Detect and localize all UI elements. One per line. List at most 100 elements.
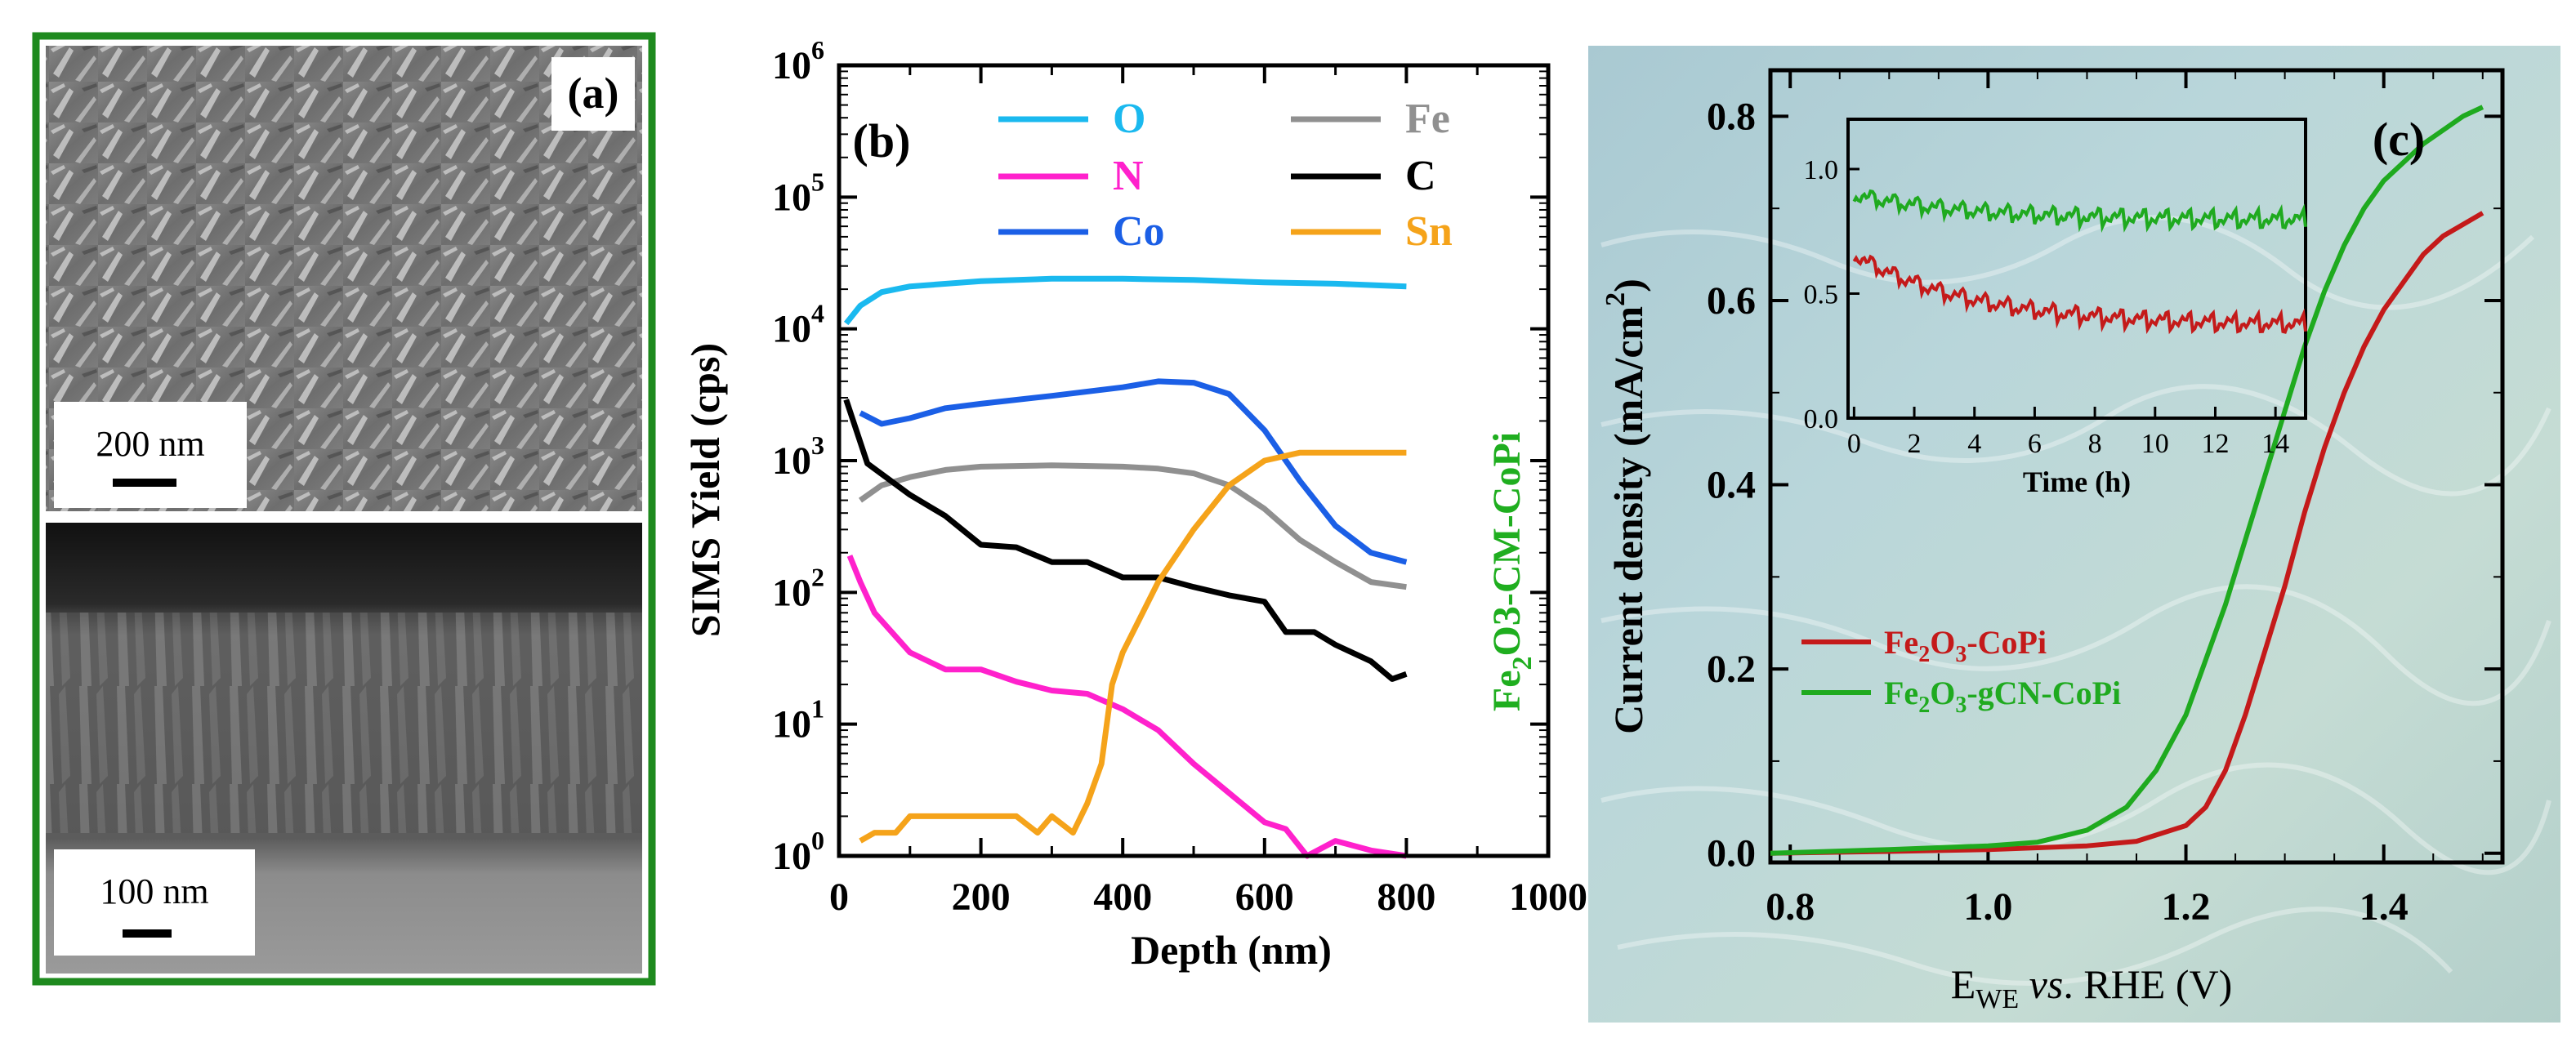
series-line-c <box>843 399 1408 682</box>
series-line-fe <box>858 462 1407 590</box>
legend-sub: 2 <box>1918 693 1930 718</box>
panel-c-xlabel: EWE vs. RHE (V) <box>1951 961 2232 1014</box>
legend-label-sn: Sn <box>1405 208 1453 255</box>
panel-a-label-box <box>551 57 635 131</box>
panel-b-ytick-exp: 5 <box>811 167 824 196</box>
panel-b-ytick-label: 101 <box>772 694 824 746</box>
inset-xtick-label: 10 <box>2141 429 2169 459</box>
legend-label-fe: Fe <box>1405 96 1450 142</box>
panel-c-legend-label: Fe2O3-gCN-CoPi <box>1884 675 2121 718</box>
scalebar-box-top <box>54 402 247 508</box>
panel-c-xlabel-vs: vs <box>2029 961 2064 1007</box>
legend-part: Fe <box>1884 624 1918 661</box>
inset-series-copi <box>1852 254 2307 335</box>
inset-xtick-label: 0 <box>1847 429 1861 459</box>
panel-b-ytick-exp: 1 <box>811 694 824 724</box>
panel-c-xlabel-sub: WE <box>1976 984 2019 1014</box>
sem-cross-section-columns <box>46 613 642 833</box>
panel-c-xtick-label: 0.8 <box>1766 885 1815 929</box>
inset-ytick-label: 1.0 <box>1804 155 1839 185</box>
panel-b-xtick-label: 800 <box>1377 876 1435 919</box>
series-line-co <box>859 378 1408 565</box>
panel-b-label: (b) <box>853 114 911 167</box>
inset-xtick-label: 8 <box>2088 429 2102 459</box>
legend-part: O <box>1930 675 1955 711</box>
sample-label-sub: 2 <box>1507 656 1538 670</box>
panel-b-ytick-label: 100 <box>772 826 824 878</box>
panel-c-xtick-label: 1.4 <box>2359 885 2409 929</box>
panel-b-ytick-label: 102 <box>772 562 824 614</box>
panel-c: 0.8 1.0 1.2 1.40.00.20.40.60.8 0 2 4 6 8 10 12 140… <box>1588 46 2560 1023</box>
legend-sub: 2 <box>1918 642 1930 667</box>
panel-c-ytick-label: 0.2 <box>1707 648 1756 691</box>
legend-part: -gCN-CoPi <box>1967 675 2121 711</box>
panel-c-xlabel-gap <box>2019 961 2029 1007</box>
water-ripples <box>1601 215 2551 986</box>
inset-xtick-label: 12 <box>2201 429 2229 459</box>
inset-ytick-label: 0.5 <box>1804 280 1839 310</box>
inset-xtick-label: 2 <box>1908 429 1922 459</box>
panel-c-ytick-label: 0.6 <box>1707 279 1756 323</box>
legend-label-o: O <box>1113 96 1145 142</box>
legend-label-c: C <box>1405 153 1436 199</box>
legend-label-co: Co <box>1113 208 1165 255</box>
panel-c-ylabel-sup: 2 <box>1601 292 1631 306</box>
panel-b-ytick-label: 103 <box>772 430 824 483</box>
panel-c-series-fe2o3-copi <box>1770 211 2484 856</box>
panel-c-xtick-label: 1.2 <box>2162 885 2211 929</box>
sample-label-part2: O3-CM-CoPi <box>1485 432 1529 657</box>
scalebar-label-bottom: 100 nm <box>100 871 208 911</box>
inset-ytick-label: 0.0 <box>1804 404 1839 434</box>
panel-c-ytick-label: 0.0 <box>1707 832 1756 876</box>
legend-part: Fe <box>1884 675 1918 711</box>
panel-b-xlabel: Depth (nm) <box>1131 927 1332 973</box>
panel-b-ytick-exp: 0 <box>811 826 824 855</box>
panel-a-label: (a) <box>568 69 619 118</box>
sample-label-part1: Fe <box>1485 670 1529 711</box>
panel-b-ytick-exp: 3 <box>811 430 824 460</box>
scalebar-label-top: 200 nm <box>96 424 204 464</box>
panel-b-ytick-base: 10 <box>772 571 811 614</box>
panel-b-ylabel: SIMS Yield (cps) <box>682 343 728 637</box>
legend-label-n: N <box>1113 153 1144 199</box>
panel-b-ytick-label: 105 <box>772 167 824 219</box>
panel-b-ytick-label: 106 <box>772 35 824 87</box>
water-background-image <box>1588 46 2560 1023</box>
panel-c-ylabel: Current density (mA/cm2) <box>1601 278 1651 734</box>
panel-b-xtick-label: 0 <box>829 876 849 919</box>
panel-b-ytick-base: 10 <box>772 44 811 87</box>
panel-c-xlabel-rest: . RHE (V) <box>2063 961 2232 1007</box>
legend-sub: 3 <box>1955 693 1967 718</box>
panel-b-ytick-base: 10 <box>772 308 811 351</box>
panel-c-label: (c) <box>2373 113 2425 166</box>
series-line-sn <box>859 449 1407 844</box>
panel-c-inset: 0 2 4 6 8 10 12 14 0.0 0.5 1.0 Time (h) <box>1804 118 2307 498</box>
panel-b-ytick-exp: 4 <box>811 299 824 328</box>
panel-b-xtick-label: 1000 <box>1509 876 1587 919</box>
panel-b-ytick-base: 10 <box>772 703 811 746</box>
panel-c-legend-label: Fe2O3-CoPi <box>1884 624 2047 667</box>
panel-b-ytick-label: 104 <box>772 299 824 351</box>
panel-b-series <box>843 275 1408 859</box>
panel-b-ytick-base: 10 <box>772 835 811 878</box>
panel-c-series-fe2o3-gcn-copi <box>1770 105 2484 856</box>
panel-a: (a) 200 nm 100 nm <box>32 32 656 986</box>
scalebar-box-bottom <box>54 849 255 956</box>
panel-b-frame <box>837 63 1551 858</box>
inset-series-gcn <box>1852 189 2307 233</box>
panel-b-xtick-label: 600 <box>1235 876 1294 919</box>
panel-b-ytick-exp: 6 <box>811 35 824 65</box>
inset-xtick-label: 6 <box>2028 429 2042 459</box>
panel-c-plot: 0.8 1.0 1.2 1.4 0.0 0.2 0.4 0.6 0.8 <box>1707 68 2505 929</box>
panel-b-ytick-exp: 2 <box>811 562 824 591</box>
panel-b-xtick-label: 400 <box>1093 876 1152 919</box>
inset-frame <box>1846 118 2307 420</box>
panel-c-xtick-label: 1.0 <box>1963 885 2012 929</box>
inset-xtick-label: 4 <box>1967 429 1981 459</box>
panel-c-ylabel-main: Current density (mA/cm <box>1605 306 1651 734</box>
scalebar-bottom <box>123 929 172 938</box>
